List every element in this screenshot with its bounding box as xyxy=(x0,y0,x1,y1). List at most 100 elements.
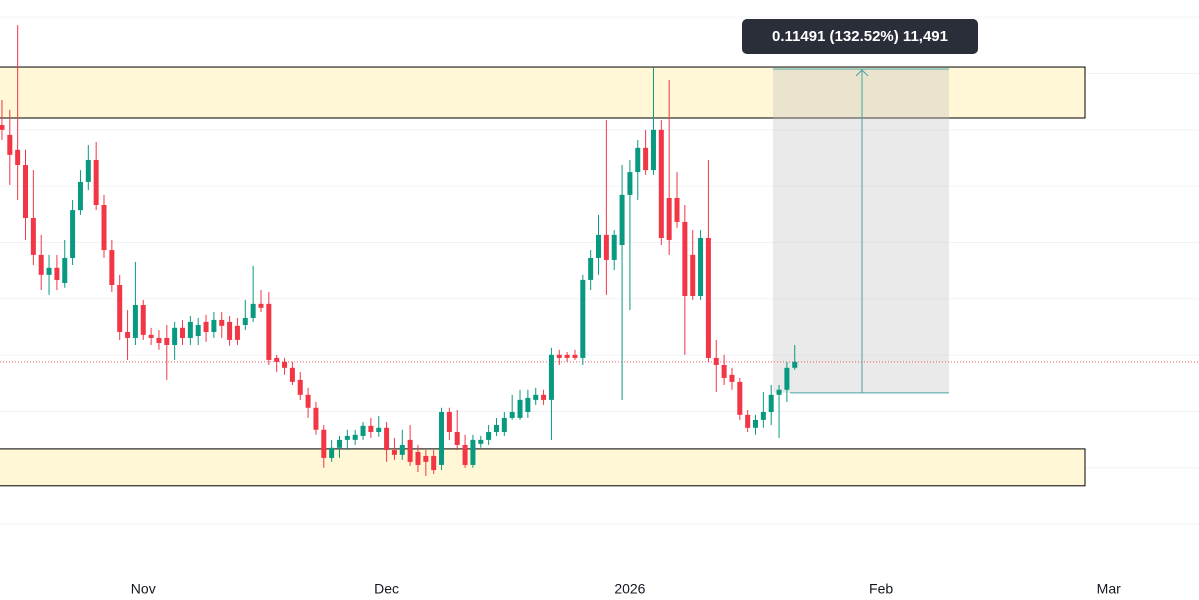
candle-body xyxy=(85,159,91,182)
candle-body xyxy=(30,217,36,255)
candle-body xyxy=(250,303,256,318)
candle-body xyxy=(439,412,445,465)
candle-body xyxy=(407,439,413,462)
candle-body xyxy=(203,321,209,333)
candle-body xyxy=(187,321,193,338)
candle-body xyxy=(745,414,751,428)
candle-body xyxy=(227,321,233,340)
candle-body xyxy=(698,237,704,296)
candle-body xyxy=(38,254,44,275)
candle-body xyxy=(211,319,217,333)
candle-body xyxy=(258,303,264,308)
candle-body xyxy=(46,267,52,275)
candle-body xyxy=(282,361,288,368)
candle-body xyxy=(289,367,295,382)
candle-body xyxy=(336,439,342,448)
candle-body xyxy=(179,327,185,338)
candle-body xyxy=(501,417,507,433)
measure-arrowhead xyxy=(855,69,869,77)
candle-body xyxy=(454,432,460,445)
candle-body xyxy=(172,327,178,345)
candle-body xyxy=(588,257,594,280)
candle-body xyxy=(596,234,602,258)
candle-body xyxy=(219,319,225,326)
x-tick-label: Mar xyxy=(1097,581,1121,597)
candle-body xyxy=(274,357,280,362)
candle-body xyxy=(391,450,397,455)
candle-body xyxy=(705,237,711,358)
candle-body xyxy=(525,397,531,413)
candle-body xyxy=(721,364,727,378)
candle-body xyxy=(164,337,170,345)
x-tick-label: Dec xyxy=(374,581,399,597)
candle-body xyxy=(344,435,350,440)
candle-body xyxy=(7,134,13,155)
candle-body xyxy=(674,197,680,222)
candle-body xyxy=(132,304,138,338)
candle-body xyxy=(517,399,523,418)
zone xyxy=(0,66,1086,119)
candle-body xyxy=(54,267,60,280)
candle-body xyxy=(548,354,554,400)
candle-body xyxy=(368,425,374,433)
measure-label: 0.11491 (132.52%) 11,491 xyxy=(772,28,948,45)
candle-body xyxy=(376,427,382,433)
candle-body xyxy=(329,447,335,458)
candle-body xyxy=(737,381,743,415)
candle-body xyxy=(0,125,5,130)
candle-body xyxy=(125,332,131,338)
candle-body xyxy=(666,197,672,240)
candle-body xyxy=(776,389,782,395)
candle-body xyxy=(109,250,115,285)
candle-body xyxy=(62,257,68,284)
candle-body xyxy=(509,412,515,418)
candle-body xyxy=(156,337,162,344)
candle-body xyxy=(23,165,29,218)
candle-body xyxy=(70,210,76,258)
candle-body xyxy=(533,394,539,400)
candle-body xyxy=(101,205,107,251)
candle-body xyxy=(682,221,688,296)
candle-body xyxy=(760,412,766,420)
zone xyxy=(0,448,1086,487)
candle-body xyxy=(690,254,696,296)
candle-body xyxy=(729,374,735,382)
candle-body xyxy=(619,194,625,246)
candle-body xyxy=(297,379,303,395)
candle-body xyxy=(462,444,468,465)
candle-body xyxy=(321,429,327,458)
measure-label-box xyxy=(742,19,978,54)
candle-body xyxy=(431,455,437,471)
candle-body xyxy=(556,354,562,358)
candle-body xyxy=(117,285,123,333)
candle-body xyxy=(478,439,484,444)
candle-body xyxy=(470,439,476,465)
candle-body xyxy=(140,304,146,335)
candle-body xyxy=(784,367,790,390)
candle-body xyxy=(399,444,405,455)
candle-body xyxy=(753,419,759,428)
candle-body xyxy=(635,147,641,173)
candle-body xyxy=(15,149,21,166)
candle-body xyxy=(541,394,547,400)
candle-body xyxy=(792,361,798,368)
candle-body xyxy=(643,147,649,171)
candle-body xyxy=(305,394,311,408)
candle-body xyxy=(713,357,719,365)
candle-body xyxy=(415,452,421,465)
candle-body xyxy=(352,434,358,440)
candle-body xyxy=(77,181,83,211)
candle-body xyxy=(360,425,366,436)
candle-body xyxy=(768,394,774,413)
candle-body xyxy=(266,303,272,360)
candle-body xyxy=(93,159,99,206)
candle-body xyxy=(242,317,248,325)
candle-body xyxy=(234,325,240,340)
candle-body xyxy=(493,424,499,433)
candle-body xyxy=(148,334,154,338)
x-tick-label: 2026 xyxy=(614,581,645,597)
candle-body xyxy=(313,407,319,430)
candle-body xyxy=(486,432,492,440)
